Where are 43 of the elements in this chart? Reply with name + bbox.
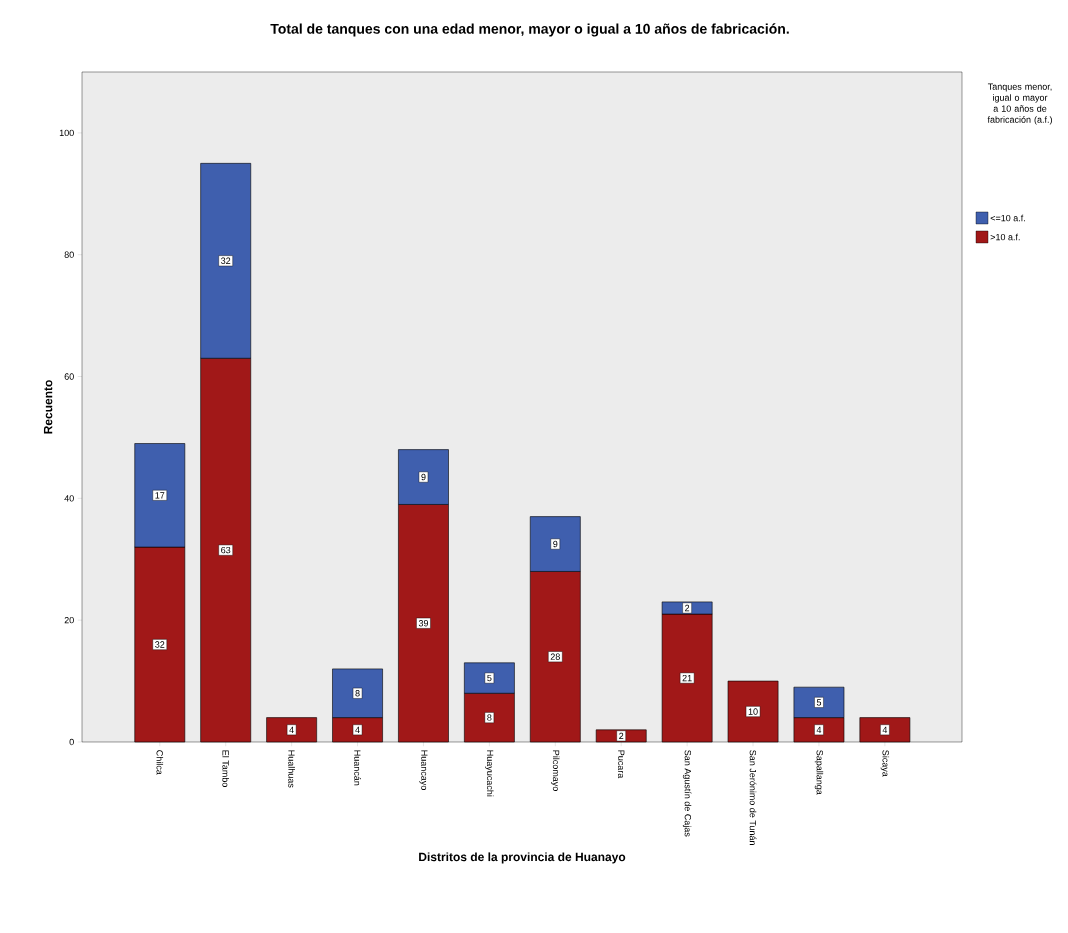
data-label: 28 <box>550 653 560 660</box>
x-tick-label: San Jerónimo de Tunán <box>749 750 757 845</box>
data-label: 5 <box>816 699 822 706</box>
legend-label: >10 a.f. <box>990 233 1020 241</box>
x-tick-label: Sicaya <box>880 750 890 777</box>
x-tick-label: Hualhuas <box>288 750 295 788</box>
legend-title: Tanques menor, igual o mayor a 10 años de fabricación (a.f.) <box>987 83 1052 125</box>
x-tick-label: El Tambo <box>222 750 230 787</box>
x-tick-label: Huayucachi <box>485 750 494 797</box>
data-label: 5 <box>487 674 492 682</box>
data-label: 4 <box>816 726 822 733</box>
data-label: 4 <box>289 726 294 733</box>
data-label: 32 <box>221 257 231 264</box>
x-axis-title: Distritos de la provincia de Huanayo <box>419 852 626 864</box>
x-tick-label: Huancán <box>354 750 361 786</box>
x-tick-label: Pilcomayo <box>551 750 560 791</box>
data-label: 9 <box>421 473 426 481</box>
x-tick-label: Huancayo <box>419 750 428 790</box>
data-label: 63 <box>221 546 231 554</box>
legend-label: <=10 a.f. <box>990 214 1025 222</box>
data-label: 8 <box>487 714 492 721</box>
data-label: 9 <box>553 540 558 548</box>
x-tick-label: Sapallanga <box>814 750 824 795</box>
data-label: 10 <box>748 708 758 715</box>
data-label: 4 <box>882 726 888 733</box>
y-tick-label: 80 <box>64 251 74 258</box>
x-tick-label: San Agustín de Cajas <box>682 750 692 837</box>
data-label: 21 <box>682 674 692 682</box>
chart-title: Total de tanques con una edad menor, mayor o igual a 10 años de fabricación. <box>270 23 789 37</box>
y-tick-label: 60 <box>64 373 74 380</box>
data-label: 39 <box>418 620 429 627</box>
data-label: 32 <box>155 641 165 648</box>
data-label: 2 <box>619 732 624 740</box>
data-label: 4 <box>355 726 360 733</box>
data-label: 8 <box>355 690 360 697</box>
x-tick-label: Pucara <box>618 750 625 779</box>
x-tick-label: Chilca <box>156 750 164 775</box>
data-label: 17 <box>155 492 165 499</box>
y-axis-title: Recuento <box>43 380 53 434</box>
y-tick-label: 100 <box>59 129 74 137</box>
y-tick-label: 40 <box>64 495 74 502</box>
y-tick-label: 0 <box>69 738 74 746</box>
y-tick-label: 20 <box>64 616 74 624</box>
